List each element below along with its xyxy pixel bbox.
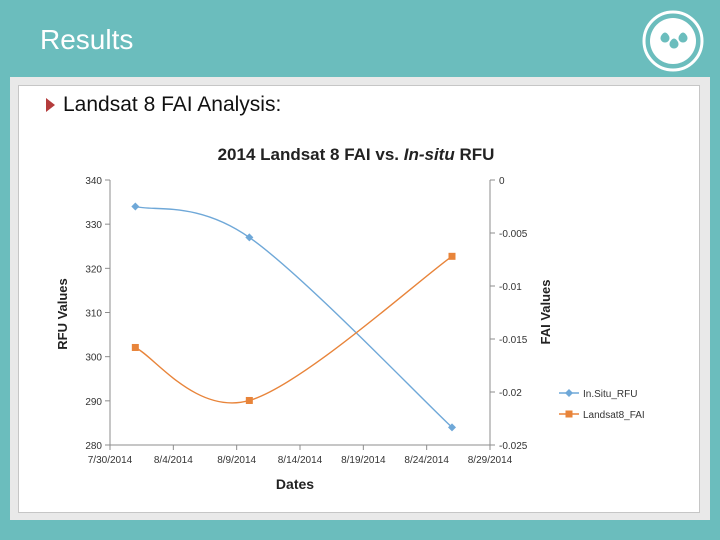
bullet-text: Landsat 8 FAI Analysis: (63, 93, 282, 116)
x-tick-label: 8/29/2014 (468, 455, 513, 466)
y-right-tick-label: -0.015 (499, 335, 528, 346)
y-left-tick-label: 340 (85, 176, 102, 187)
y-left-tick-label: 320 (85, 264, 102, 275)
y-left-tick-label: 290 (85, 397, 102, 408)
legend-item: Landsat8_FAI (559, 410, 645, 421)
chart-title-part: RFU (455, 145, 495, 164)
legend-marker (565, 410, 573, 418)
legend-label: Landsat8_FAI (583, 410, 645, 421)
y-left-tick-label: 310 (85, 309, 102, 320)
triangle-bullet-icon (46, 98, 55, 112)
series-line (135, 205, 453, 428)
y-left-tick-label: 300 (85, 353, 102, 364)
data-point (448, 252, 456, 260)
chart: 2014 Landsat 8 FAI vs. In-situ RFU RFU V… (55, 145, 645, 492)
y-right-tick-label: -0.01 (499, 282, 522, 293)
data-point (448, 423, 456, 432)
chart-title: 2014 Landsat 8 FAI vs. In-situ RFU (218, 145, 495, 164)
chart-container: 2014 Landsat 8 FAI vs. In-situ RFU RFU V… (40, 132, 678, 504)
x-tick-label: 8/14/2014 (278, 455, 323, 466)
data-point (131, 202, 140, 211)
y-axis-right-label: FAI Values (538, 279, 553, 344)
y-left-tick-label: 280 (85, 441, 102, 452)
x-axis-label: Dates (276, 476, 314, 492)
legend-label: In.Situ_RFU (583, 389, 637, 400)
y-axis-left-label: RFU Values (55, 278, 70, 350)
data-point (131, 343, 139, 351)
bullet-item: Landsat 8 FAI Analysis: (46, 93, 281, 117)
legend-item: In.Situ_RFU (559, 389, 637, 400)
x-tick-label: 8/19/2014 (341, 455, 386, 466)
x-tick-label: 8/9/2014 (217, 455, 256, 466)
y-right-tick-label: 0 (499, 176, 505, 187)
y-right-tick-label: -0.02 (499, 388, 522, 399)
chart-title-part: 2014 Landsat 8 FAI vs. (218, 145, 404, 164)
x-tick-label: 7/30/2014 (88, 455, 133, 466)
series-line (135, 255, 453, 404)
x-tick-label: 8/4/2014 (154, 455, 193, 466)
x-tick-label: 8/24/2014 (404, 455, 449, 466)
y-right-tick-label: -0.025 (499, 441, 528, 452)
chart-title-italic-part: In-situ (404, 145, 456, 164)
legend-marker (565, 389, 573, 397)
series-Landsat8_FAI (131, 252, 456, 404)
series-In.Situ_RFU (131, 202, 456, 432)
slide-title: Results (40, 24, 134, 55)
data-point (245, 396, 253, 404)
y-left-tick-label: 330 (85, 220, 102, 231)
water-drops-logo-icon (642, 10, 704, 72)
y-right-tick-label: -0.005 (499, 229, 528, 240)
data-point (245, 233, 254, 242)
